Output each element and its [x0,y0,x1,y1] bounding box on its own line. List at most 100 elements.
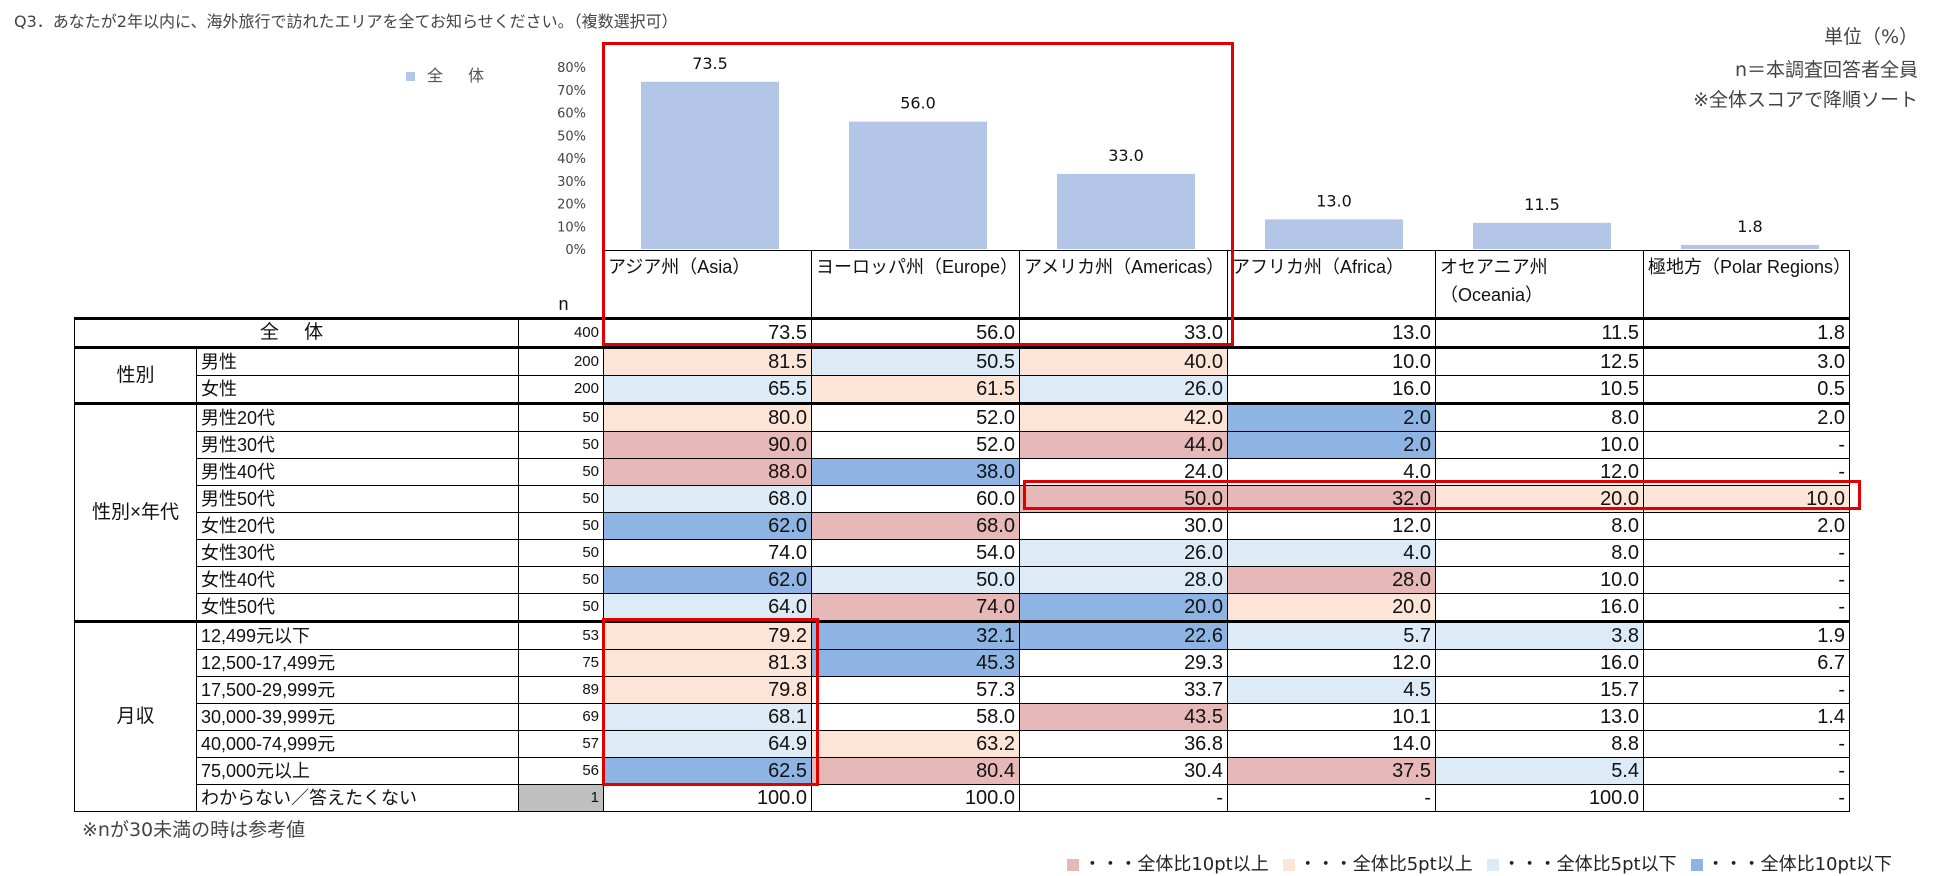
column-header: 極地方（Polar Regions） [1643,250,1850,319]
table-row: 男性40代 50 88.0 38.0 24.0 4.0 12.0- [75,458,1850,486]
n-cell: 50 [518,593,604,622]
row-label: わからない／答えたくない [196,784,519,812]
table-header-row: n アジア州（Asia） ヨーロッパ州（Europe） アメリカ州（Americas）… [75,250,1850,319]
value-cell: 14.0 [1227,730,1436,758]
value-cell: 4.0 [1227,539,1436,567]
value-cell: 0.5 [1643,375,1850,404]
group-label: 月収 [74,620,197,812]
table-row: 75,000元以上 56 62.5 80.4 30.4 37.5 5.4- [75,757,1850,785]
value-cell: 2.0 [1643,402,1850,432]
value-cell: 10.0 [1227,346,1436,376]
row-label: 女性30代 [196,539,519,567]
table-row: わからない／答えたくない 1 100.0 100.0- -100.0- [75,784,1850,812]
y-tick-label: 40% [557,152,586,167]
table-row: 女性20代 50 62.0 68.0 30.0 12.0 8.0 2.0 [75,512,1850,540]
value-cell: 8.8 [1435,730,1644,758]
value-cell: 68.0 [603,485,812,513]
row-label: 女性 [196,375,519,404]
value-cell: 43.5 [1019,703,1228,731]
value-cell: 32.1 [811,620,1020,650]
row-label: 30,000-39,999元 [196,703,519,731]
table-row: 17,500-29,999元 89 79.8 57.3 33.7 4.5 15.7- [75,676,1850,704]
n-cell: 50 [518,402,604,432]
value-cell: - [1643,593,1850,622]
value-cell: 10.0 [1435,566,1644,594]
value-cell: 68.1 [603,703,812,731]
legend-swatch [1282,859,1295,871]
column-header: アジア州（Asia） [603,250,812,319]
value-cell: 38.0 [811,458,1020,486]
value-cell: 22.6 [1019,620,1228,650]
row-label: 男性20代 [196,402,519,432]
column-header: ヨーロッパ州（Europe） [811,250,1020,319]
value-cell: 62.0 [603,566,812,594]
bar [1681,244,1819,249]
value-cell: 4.0 [1227,458,1436,486]
row-label-total: 全 体 [74,317,519,348]
value-cell: 8.0 [1435,402,1644,432]
value-cell: 24.0 [1019,458,1228,486]
value-cell: - [1643,458,1850,486]
row-label: 女性40代 [196,566,519,594]
n-cell: 50 [518,566,604,594]
n-cell: 1 [518,784,604,812]
value-cell: 79.8 [603,676,812,704]
value-cell: 68.0 [811,512,1020,540]
value-cell: 50.5 [811,346,1020,376]
value-cell: 15.7 [1435,676,1644,704]
value-cell: 20.0 [1019,593,1228,622]
value-cell: 10.5 [1435,375,1644,404]
value-cell: 10.1 [1227,703,1436,731]
row-label: 男性50代 [196,485,519,513]
value-cell: 44.0 [1019,431,1228,459]
value-cell: 52.0 [811,431,1020,459]
value-cell: 42.0 [1019,402,1228,432]
value-cell: 65.5 [603,375,812,404]
row-label: 12,499元以下 [196,620,519,650]
value-cell: 2.0 [1227,431,1436,459]
value-cell: - [1643,676,1850,704]
value-cell: 29.3 [1019,649,1228,677]
legend-swatch [1067,859,1080,871]
value-cell: 5.7 [1227,620,1436,650]
n-cell: 56 [518,757,604,785]
value-cell: 10.0 [1643,485,1850,513]
value-cell: 80.0 [603,402,812,432]
n-cell: 200 [518,346,604,376]
value-cell: 81.5 [603,346,812,376]
table-row: 40,000-74,999元 57 64.9 63.2 36.8 14.0 8.8- [75,730,1850,758]
value-cell: 1.4 [1643,703,1850,731]
column-header: アメリカ州（Americas） [1019,250,1228,319]
value-cell: 50.0 [1019,485,1228,513]
value-cell: 16.0 [1435,593,1644,622]
bar-value-label: 33.0 [1108,146,1144,165]
value-cell: 62.5 [603,757,812,785]
bar [849,121,987,249]
value-cell: 12.0 [1435,458,1644,486]
row-label: 女性50代 [196,593,519,622]
value-cell: 12.0 [1227,649,1436,677]
n-cell: 89 [518,676,604,704]
row-label: 12,500-17,499元 [196,649,519,677]
value-cell: 3.8 [1435,620,1644,650]
legend-swatch [1486,859,1499,871]
value-cell: 64.9 [603,730,812,758]
chart-legend: 全 体 [406,62,494,86]
value-cell: 3.0 [1643,346,1850,376]
value-cell: 54.0 [811,539,1020,567]
value-cell: 74.0 [603,539,812,567]
value-cell: 13.0 [1227,317,1436,348]
value-cell: 26.0 [1019,539,1228,567]
n-cell: 69 [518,703,604,731]
value-cell: 45.3 [811,649,1020,677]
n-cell: 50 [518,458,604,486]
table-row: 12,500-17,499元 75 81.3 45.3 29.3 12.0 16.0 6.7 [75,649,1850,677]
value-cell: 36.8 [1019,730,1228,758]
value-cell: 100.0 [603,784,812,812]
row-label: 男性40代 [196,458,519,486]
value-cell: - [1227,784,1436,812]
value-cell: 100.0 [1435,784,1644,812]
value-cell: - [1643,730,1850,758]
value-cell: 30.0 [1019,512,1228,540]
row-label: 17,500-29,999元 [196,676,519,704]
